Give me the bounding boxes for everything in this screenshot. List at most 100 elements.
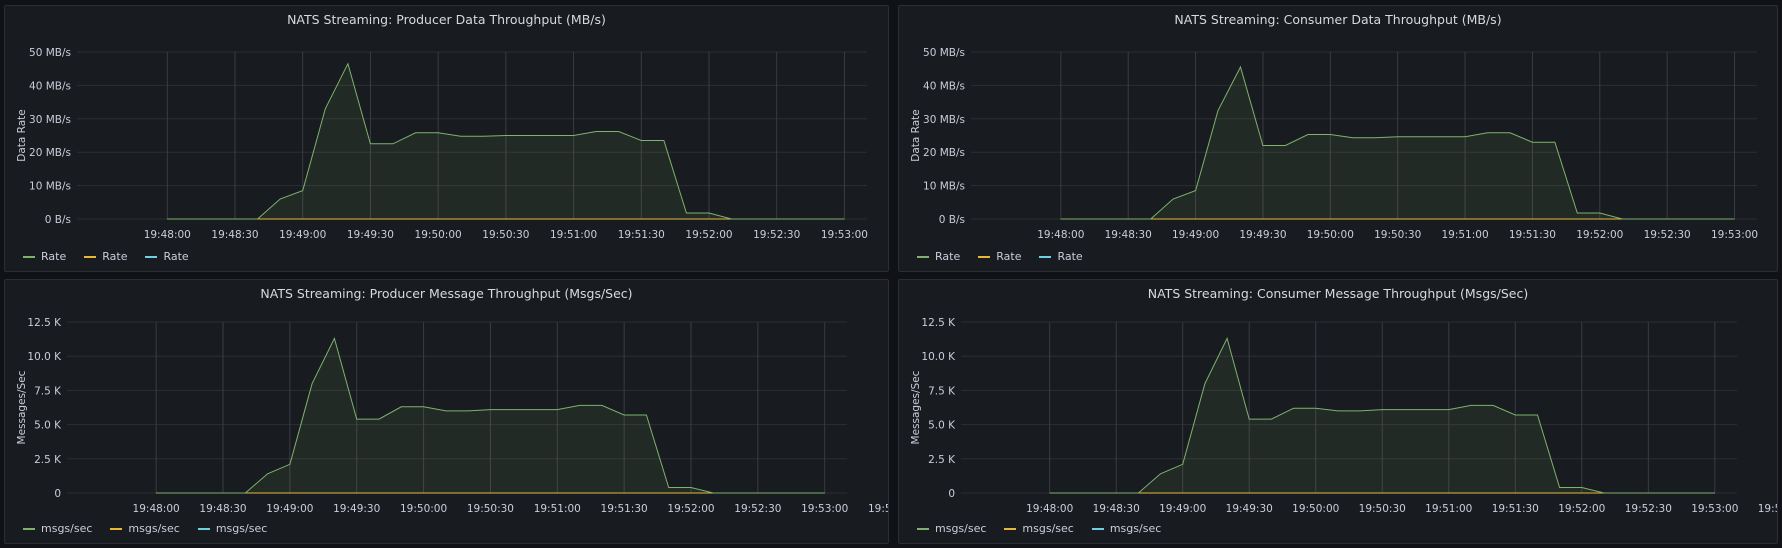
x-tick-label: 19:51:30 xyxy=(618,229,665,241)
legend-item[interactable]: Rate xyxy=(1039,250,1083,263)
series-line xyxy=(167,62,845,220)
legend-item[interactable]: Rate xyxy=(84,250,127,263)
legend-label: msgs/sec xyxy=(1022,522,1074,535)
x-tick-label: 19:49:00 xyxy=(266,503,313,515)
x-tick-label: 19:48:00 xyxy=(1037,229,1084,241)
x-tick-label: 19:48:00 xyxy=(144,229,191,241)
y-tick-label: 30 MB/s xyxy=(29,114,71,126)
panel-title[interactable]: NATS Streaming: Consumer Message Through… xyxy=(1147,286,1529,301)
panel-producer-data-throughput[interactable]: NATS Streaming: Producer Data Throughput… xyxy=(4,5,889,272)
x-tick-label: 19:52:30 xyxy=(753,229,800,241)
legend: Rate Rate Rate xyxy=(917,250,1083,263)
legend-item[interactable]: msgs/sec xyxy=(197,522,267,535)
y-tick-label: 10 MB/s xyxy=(923,181,965,193)
x-tick-label: 19:51:00 xyxy=(534,503,581,515)
legend: Rate Rate Rate xyxy=(23,250,189,263)
legend-item[interactable]: msgs/sec xyxy=(23,522,92,535)
x-tick-label: 19:49:00 xyxy=(1159,503,1206,515)
x-tick-label: 19:53:00 xyxy=(801,503,848,515)
x-tick-label: 19:53:30 xyxy=(1758,503,1778,515)
legend-item[interactable]: msgs/sec xyxy=(1004,522,1074,535)
series-area xyxy=(156,338,825,493)
legend-label: Rate xyxy=(996,250,1022,263)
y-tick-label: 12.5 K xyxy=(921,317,956,329)
panel-consumer-data-throughput[interactable]: NATS Streaming: Consumer Data Throughput… xyxy=(898,5,1778,272)
x-tick-label: 19:50:30 xyxy=(1374,229,1421,241)
legend-item[interactable]: msgs/sec xyxy=(917,522,986,535)
series-line xyxy=(1049,336,1715,494)
x-tick-label: 19:48:00 xyxy=(1026,503,1073,515)
legend-label: msgs/sec xyxy=(1109,522,1162,535)
x-tick-label: 19:51:00 xyxy=(1425,503,1472,515)
legend-swatch xyxy=(978,255,991,258)
series-area xyxy=(1060,67,1735,219)
x-tick-label: 19:53:30 xyxy=(868,503,889,515)
legend-item[interactable]: Rate xyxy=(917,250,960,263)
panel-consumer-message-throughput[interactable]: NATS Streaming: Consumer Message Through… xyxy=(898,279,1778,544)
x-tick-label: 19:49:30 xyxy=(1226,503,1273,515)
x-tick-label: 19:51:30 xyxy=(1492,503,1539,515)
y-tick-label: 0 B/s xyxy=(939,214,965,226)
legend: msgs/sec msgs/sec msgs/sec xyxy=(23,522,267,535)
x-tick-label: 19:49:30 xyxy=(347,229,394,241)
chart-producer-data-throughput[interactable]: 0 B/s 10 MB/s 20 MB/s 30 MB/s 40 MB/s 50 MB/s… xyxy=(5,6,889,272)
y-axis-title: Messages/Sec xyxy=(16,370,28,444)
panel-title[interactable]: NATS Streaming: Producer Message Through… xyxy=(260,286,633,301)
chart-producer-message-throughput[interactable]: 0 2.5 K 5.0 K 7.5 K 10.0 K 12.5 K 19:48:00 19:4… xyxy=(5,280,889,544)
chart-consumer-message-throughput[interactable]: 0 2.5 K 5.0 K 7.5 K 10.0 K 12.5 K 19:48:00 19:4… xyxy=(899,280,1778,544)
legend-swatch xyxy=(84,255,97,258)
x-tick-label: 19:52:30 xyxy=(734,503,781,515)
series-line xyxy=(156,337,825,494)
x-tick-label: 19:51:00 xyxy=(1441,229,1488,241)
x-tick-label: 19:49:30 xyxy=(333,503,380,515)
x-tick-label: 19:53:00 xyxy=(1711,229,1758,241)
legend: msgs/sec msgs/sec msgs/sec xyxy=(917,522,1161,535)
series-area xyxy=(167,63,845,220)
y-tick-label: 0 xyxy=(54,488,61,500)
legend-item[interactable]: Rate xyxy=(978,250,1021,263)
legend-item[interactable]: Rate xyxy=(145,250,189,263)
x-tick-label: 19:49:00 xyxy=(279,229,326,241)
legend-item[interactable]: Rate xyxy=(23,250,66,263)
legend-label: Rate xyxy=(102,250,128,263)
x-tick-label: 19:51:00 xyxy=(550,229,597,241)
series-area xyxy=(1049,338,1715,493)
y-tick-label: 7.5 K xyxy=(928,385,956,397)
y-axis-title: Messages/Sec xyxy=(910,370,922,444)
legend-swatch xyxy=(917,255,929,258)
chart-consumer-data-throughput[interactable]: 0 B/s 10 MB/s 20 MB/s 30 MB/s 40 MB/s 50 MB/s… xyxy=(899,6,1778,272)
legend-label: Rate xyxy=(163,250,189,263)
x-tick-label: 19:49:00 xyxy=(1172,229,1219,241)
y-tick-label: 2.5 K xyxy=(928,454,956,466)
x-tick-label: 19:52:00 xyxy=(685,229,732,241)
y-tick-label: 10.0 K xyxy=(921,351,956,363)
legend-swatch xyxy=(917,527,929,530)
x-tick-label: 19:50:00 xyxy=(1307,229,1354,241)
x-tick-label: 19:50:00 xyxy=(400,503,447,515)
x-tick-label: 19:49:30 xyxy=(1239,229,1286,241)
x-tick-label: 19:52:00 xyxy=(667,503,714,515)
legend-swatch xyxy=(1004,527,1017,530)
x-tick-label: 19:50:30 xyxy=(1359,503,1406,515)
legend-swatch xyxy=(197,527,210,530)
legend-label: Rate xyxy=(1057,250,1083,263)
x-tick-label: 19:50:00 xyxy=(415,229,462,241)
x-tick-label: 19:52:00 xyxy=(1558,503,1605,515)
panel-title[interactable]: NATS Streaming: Producer Data Throughput… xyxy=(287,12,606,27)
y-tick-label: 30 MB/s xyxy=(923,114,965,126)
legend-item[interactable]: msgs/sec xyxy=(110,522,180,535)
legend-label: Rate xyxy=(41,250,67,263)
panel-title[interactable]: NATS Streaming: Consumer Data Throughput… xyxy=(1174,12,1502,27)
legend-item[interactable]: msgs/sec xyxy=(1091,522,1162,535)
y-tick-label: 2.5 K xyxy=(34,454,62,466)
legend-swatch xyxy=(145,255,158,258)
y-tick-label: 40 MB/s xyxy=(923,80,965,92)
y-tick-label: 5.0 K xyxy=(928,420,956,432)
legend-label: msgs/sec xyxy=(935,522,987,535)
y-tick-label: 0 xyxy=(948,488,955,500)
x-tick-label: 19:52:30 xyxy=(1625,503,1672,515)
panel-producer-message-throughput[interactable]: NATS Streaming: Producer Message Through… xyxy=(4,279,889,544)
legend-label: msgs/sec xyxy=(128,522,180,535)
y-tick-label: 50 MB/s xyxy=(923,47,965,59)
legend-label: Rate xyxy=(935,250,961,263)
